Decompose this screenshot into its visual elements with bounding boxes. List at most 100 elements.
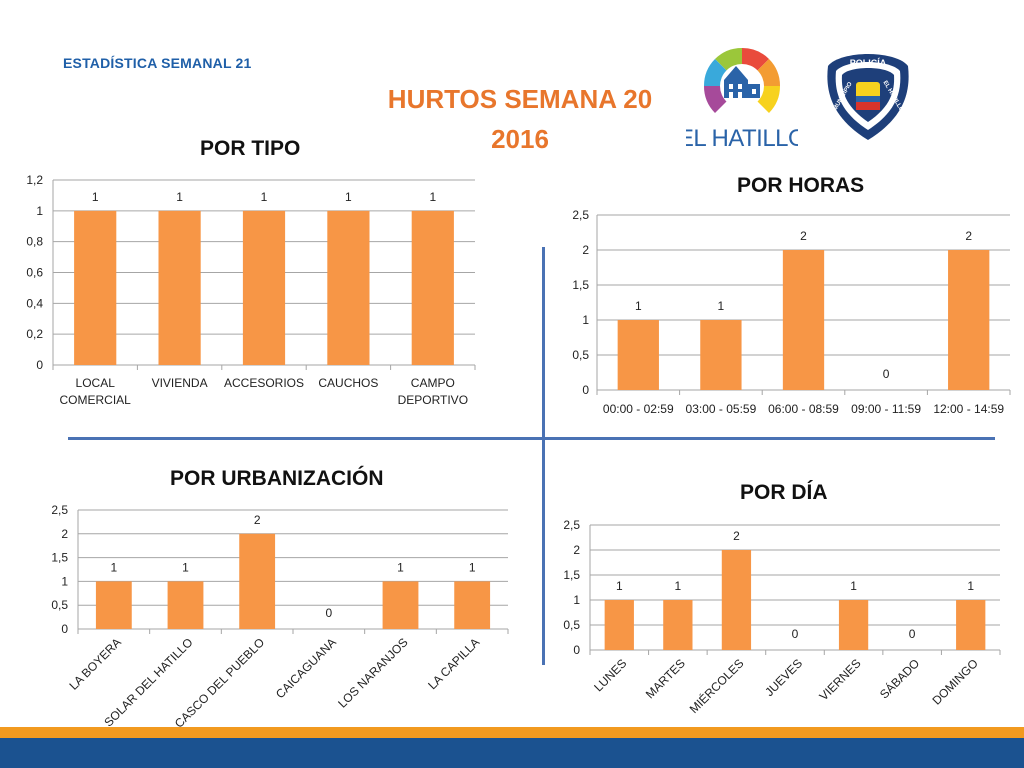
bar [617,320,659,390]
y-tick-label: 1,5 [563,568,580,582]
y-tick-label: 2,5 [572,208,589,222]
x-tick-label: 06:00 - 08:59 [768,402,839,416]
bar [382,581,419,629]
bar [838,600,869,650]
bar [411,210,454,365]
y-tick-label: 0,5 [51,598,68,612]
title-year: 2016 [491,124,549,154]
y-tick-label: 2,5 [51,503,68,517]
y-tick-label: 0 [573,643,580,657]
y-tick-label: 0,2 [26,327,43,341]
data-label: 1 [261,190,268,204]
data-label: 1 [469,560,476,574]
y-tick-label: 0 [582,383,589,397]
x-tick-label: LOCAL COMERCIAL [60,376,132,407]
bar [239,533,276,629]
x-tick-label: VIERNES [817,656,864,703]
data-label: 0 [792,627,799,641]
bar [242,210,286,365]
y-tick-label: 0,4 [26,296,43,310]
y-tick-label: 2 [582,243,589,257]
y-tick-label: 1 [582,313,589,327]
x-tick-label: 12:00 - 14:59 [933,402,1004,416]
data-label: 1 [635,299,642,313]
x-tick-label: MIÉRCOLES [686,656,747,717]
title-por-tipo: POR TIPO [200,137,301,160]
data-label: 0 [909,627,916,641]
data-label: 2 [733,529,740,543]
badge-top-text: POLICÍA [850,58,887,68]
x-tick-label: CAMPO DEPORTIVO [398,376,468,407]
x-tick-label: LUNES [591,656,629,694]
data-label: 2 [254,513,261,527]
y-tick-label: 0 [61,622,68,636]
data-label: 1 [176,190,183,204]
data-label: 1 [110,560,117,574]
bar [948,250,990,390]
y-tick-label: 2 [573,543,580,557]
x-tick-label: CAUCHOS [318,376,378,390]
y-tick-label: 1,5 [572,278,589,292]
bar [158,210,201,365]
main-title: HURTOS SEMANA 20 2016 [320,86,720,152]
x-tick-label: ACCESORIOS [224,376,304,390]
data-label: 2 [800,229,807,243]
header-label: ESTADÍSTICA SEMANAL 21 [63,55,252,71]
data-label: 1 [967,579,974,593]
horizontal-divider [68,437,995,440]
y-tick-label: 1 [573,593,580,607]
footer-blue-band [0,738,1024,768]
y-tick-label: 2,5 [563,518,580,532]
bar [167,581,204,629]
y-tick-label: 0 [36,358,43,372]
el-hatillo-logo: EL HATILLO [686,47,798,152]
data-label: 1 [182,560,189,574]
y-tick-label: 2 [61,527,68,541]
y-tick-label: 0,5 [563,618,580,632]
bar [95,581,132,629]
data-label: 1 [429,190,436,204]
x-tick-label: 03:00 - 05:59 [686,402,757,416]
data-label: 1 [718,299,725,313]
bar [663,600,693,650]
bar [327,210,370,365]
bar [74,210,117,365]
data-label: 1 [616,579,623,593]
y-tick-label: 0,6 [26,266,43,280]
data-label: 1 [345,190,352,204]
bar [721,550,752,650]
y-tick-label: 1 [61,574,68,588]
y-tick-label: 1 [36,204,43,218]
x-tick-label: MARTES [643,656,688,701]
y-tick-label: 1,5 [51,551,68,565]
y-tick-label: 1,2 [26,173,43,187]
x-tick-label: SÁBADO [876,656,922,702]
logo-text: EL HATILLO [686,125,798,152]
title-text: HURTOS SEMANA 20 [387,84,653,114]
x-tick-label: 00:00 - 02:59 [603,402,674,416]
x-tick-label: 09:00 - 11:59 [851,402,921,416]
data-label: 0 [883,367,890,381]
police-badge-logo: POLICÍA MUNICIPIO EL HATILLO [827,54,909,140]
bar [782,250,825,390]
bar [604,600,634,650]
x-tick-label: JUEVES [762,656,805,699]
y-tick-label: 0,5 [572,348,589,362]
data-label: 1 [92,190,99,204]
bar [700,320,742,390]
x-tick-label: DOMINGO [929,656,980,707]
vertical-divider [542,247,545,665]
data-label: 1 [850,579,857,593]
data-label: 2 [965,229,972,243]
data-label: 1 [397,560,404,574]
title-por-dia: POR DÍA [740,481,828,504]
bar [454,581,491,629]
data-label: 1 [675,579,682,593]
footer-orange-band [0,727,1024,738]
bar [956,600,986,650]
title-por-urbanizacion: POR URBANIZACIÓN [170,467,384,490]
